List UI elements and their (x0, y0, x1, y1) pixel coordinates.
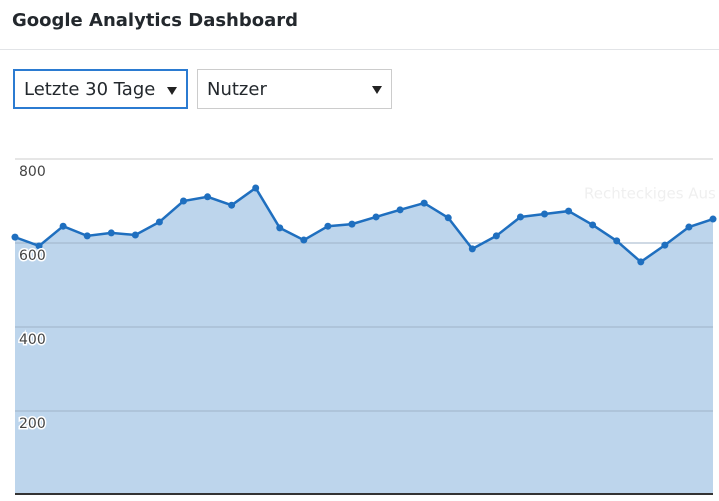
metric-select[interactable]: Nutzer (197, 69, 392, 109)
line (14, 186, 714, 264)
tooltip-ghost: Rechteckiges Aus (584, 185, 716, 203)
point (155, 218, 163, 226)
point (300, 236, 308, 244)
select-value: Letzte 30 Tage (24, 79, 156, 100)
y-tick-label: 800 (19, 164, 46, 180)
point (541, 210, 549, 218)
period-select[interactable]: Letzte 30 Tage (13, 69, 188, 109)
point (589, 221, 597, 229)
point (372, 213, 380, 221)
area (15, 187, 713, 496)
point (468, 245, 476, 253)
point (107, 229, 115, 237)
y-tick-label: 600 (19, 248, 46, 264)
point (709, 215, 717, 223)
point (444, 214, 452, 222)
point (637, 258, 645, 266)
point (35, 242, 43, 250)
point (83, 232, 91, 240)
point (565, 207, 573, 215)
point (59, 222, 67, 230)
y-tick-label: 200 (19, 416, 46, 432)
y-tick-label: 400 (19, 332, 46, 348)
point (516, 213, 524, 221)
point (661, 241, 669, 249)
select-value: Nutzer (207, 79, 267, 100)
point (348, 220, 356, 228)
point (613, 237, 621, 245)
point (131, 231, 139, 239)
point (396, 206, 404, 214)
dropdown-arrow (167, 87, 177, 95)
point (179, 197, 187, 205)
point (204, 193, 212, 201)
title: Google Analytics Dashboard (12, 10, 299, 31)
point (492, 232, 500, 240)
point (228, 201, 236, 209)
point (685, 223, 693, 231)
point (252, 184, 260, 192)
point (324, 222, 332, 230)
point (276, 224, 284, 232)
point (420, 199, 428, 207)
header: Google Analytics Dashboard (0, 0, 719, 50)
dropdown-arrow (372, 86, 382, 94)
point (11, 233, 19, 241)
